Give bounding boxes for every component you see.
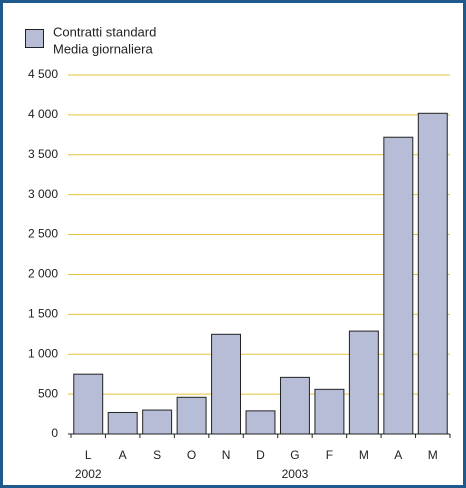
bar [314,388,345,435]
x-tick-label: L [85,448,92,462]
y-tick-label: 1 500 [28,307,58,321]
y-tick-label: 3 500 [28,147,58,161]
bar [383,136,414,435]
y-tick-label: 4 500 [28,67,58,81]
x-tick-label: N [222,448,231,462]
y-tick-label: 2 500 [28,227,58,241]
x-tick-label: A [394,448,402,462]
bar [107,411,138,435]
bar [142,409,173,435]
bar [417,112,448,435]
year-label: 2002 [75,467,102,481]
bar [211,333,242,435]
bar [279,376,310,435]
x-tick-label: M [359,448,369,462]
bar [73,373,104,435]
y-tick-label: 4 000 [28,107,58,121]
legend-swatch [25,29,44,48]
x-tick-label: M [428,448,438,462]
year-label: 2003 [282,467,309,481]
bar [176,396,207,435]
x-tick-label: O [187,448,196,462]
legend-label: Media giornaliera [53,41,153,56]
x-tick-label: F [326,448,333,462]
y-tick-label: 3 000 [28,187,58,201]
y-tick-label: 1 000 [28,346,58,360]
legend-label: Contratti standard [53,24,156,39]
bar [348,330,379,435]
y-tick-label: 0 [51,426,58,440]
x-tick-label: D [256,448,265,462]
y-tick-label: 2 000 [28,267,58,281]
x-tick-label: S [153,448,161,462]
bar [245,410,276,435]
x-tick-label: A [119,448,127,462]
y-tick-label: 500 [38,386,58,400]
x-tick-label: G [290,448,299,462]
